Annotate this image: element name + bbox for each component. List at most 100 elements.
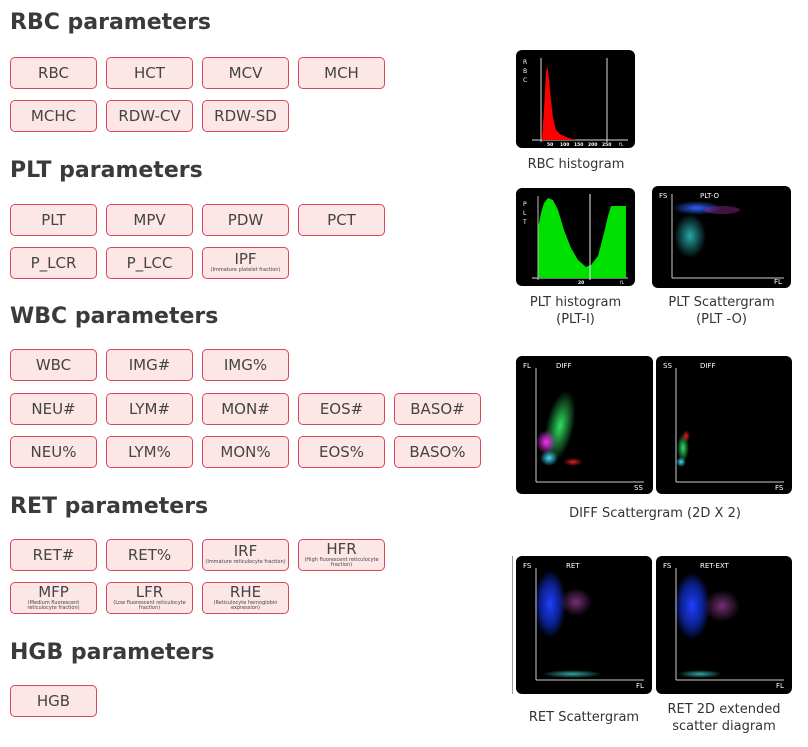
param-name: IMG% (223, 355, 268, 374)
x-axis-label: SS (634, 484, 643, 492)
x-tick-label: 150 (574, 142, 583, 148)
param-name: HFR (326, 539, 357, 558)
y-axis-label-p: P (523, 201, 527, 208)
pct-param-button[interactable]: PCT (298, 204, 385, 236)
x-tick-label: 30 (605, 280, 611, 286)
lym-count-param-button[interactable]: LYM# (106, 393, 193, 425)
wbc-section-title: WBC parameters (10, 304, 219, 329)
x-tick-label: 250 (602, 142, 611, 148)
monocyte-cluster (536, 430, 556, 454)
param-name: MPV (133, 210, 166, 229)
x-unit-label: fL (619, 142, 624, 148)
rdw-sd-param-button[interactable]: RDW-SD (202, 100, 289, 132)
param-name: MON# (221, 399, 270, 418)
caption-line: PLT Scattergram (668, 295, 775, 310)
y-axis-label: FS (659, 192, 668, 200)
mch-param-button[interactable]: MCH (298, 57, 385, 89)
param-name: IPF (234, 250, 257, 269)
hgb-param-button[interactable]: HGB (10, 685, 97, 717)
rhe-param-button[interactable]: RHE (Reticulocyte hemoglobin expression) (202, 582, 289, 614)
plot-title: DIFF (556, 362, 572, 370)
rbc-histogram: R B C 50 100 150 200 250 fL (516, 50, 635, 148)
plt-param-button[interactable]: PLT (10, 204, 97, 236)
plt-histogram: P L T 10 20 30 fL (516, 188, 635, 286)
rbc-param-button[interactable]: RBC (10, 57, 97, 89)
y-axis-label-r: R (523, 59, 527, 66)
x-axis-label: FL (774, 278, 782, 286)
lymphocyte-cluster (676, 457, 686, 467)
mcv-param-button[interactable]: MCV (202, 57, 289, 89)
y-axis-label: FS (523, 562, 532, 570)
p-lcr-param-button[interactable]: P_LCR (10, 247, 97, 279)
mpv-param-button[interactable]: MPV (106, 204, 193, 236)
param-description: (Immature reticulocyte fraction) (205, 559, 286, 566)
cell-cluster (704, 206, 740, 214)
y-axis-label: FS (663, 562, 672, 570)
caption-line: (PLT -O) (696, 312, 747, 327)
baso-percent-param-button[interactable]: BASO% (394, 436, 481, 468)
ret-count-param-button[interactable]: RET# (10, 539, 97, 571)
hct-param-button[interactable]: HCT (106, 57, 193, 89)
ipf-param-button[interactable]: IPF (Immature platelet fraction) (202, 247, 289, 279)
caption-line: RET 2D extended (667, 702, 781, 717)
rbc-distribution-curve (542, 66, 576, 140)
param-name: MCHC (30, 106, 77, 125)
plt-scattergram: FS PLT-O FL (652, 186, 791, 288)
y-axis-label-t: T (522, 219, 527, 226)
param-name: BASO% (409, 442, 466, 461)
y-axis-label: FL (523, 362, 531, 370)
param-name: IRF (233, 542, 258, 561)
pdw-param-button[interactable]: PDW (202, 204, 289, 236)
plot-title: DIFF (700, 362, 716, 370)
param-name: MCH (324, 63, 359, 82)
param-name: RDW-CV (118, 106, 181, 125)
eos-count-param-button[interactable]: EOS# (298, 393, 385, 425)
plt-cluster (678, 670, 722, 678)
plot-title: RET-EXT (700, 562, 730, 570)
lym-percent-param-button[interactable]: LYM% (106, 436, 193, 468)
param-name: RBC (38, 63, 69, 82)
img-percent-param-button[interactable]: IMG% (202, 349, 289, 381)
y-axis-label-b: B (523, 68, 527, 75)
x-axis-label: FL (776, 682, 784, 690)
lfr-param-button[interactable]: LFR (Low fluorescent reticulocyte fractio… (106, 582, 193, 614)
hgb-section-title: HGB parameters (10, 640, 215, 665)
plt-distribution-curve (538, 198, 626, 278)
plt-cluster (542, 670, 602, 678)
param-name: NEU% (30, 442, 77, 461)
ret-ext-scattergram-caption: RET 2D extended scatter diagram (656, 701, 792, 735)
param-description: (High fluorescent reticulocyte fraction) (304, 556, 379, 568)
neu-count-param-button[interactable]: NEU# (10, 393, 97, 425)
diff-scattergram-ss-fs: SS DIFF FS (656, 356, 792, 494)
mchc-param-button[interactable]: MCHC (10, 100, 97, 132)
mfp-param-button[interactable]: MFP (Medium fluorescent reticulocyte frac… (10, 582, 97, 614)
param-name: MCV (228, 63, 263, 82)
eos-percent-param-button[interactable]: EOS% (298, 436, 385, 468)
diff-scattergram-caption: DIFF Scattergram (2D X 2) (569, 506, 741, 521)
ret-percent-param-button[interactable]: RET% (106, 539, 193, 571)
ret-section-title: RET parameters (10, 494, 209, 519)
caption-line: (PLT-I) (556, 312, 595, 327)
mon-count-param-button[interactable]: MON# (202, 393, 289, 425)
plot-title: PLT-O (700, 192, 720, 200)
baso-count-param-button[interactable]: BASO# (394, 393, 481, 425)
cell-cluster (674, 214, 706, 258)
p-lcc-param-button[interactable]: P_LCC (106, 247, 193, 279)
param-name: BASO# (410, 399, 465, 418)
x-unit-label: fL (620, 280, 625, 286)
irf-param-button[interactable]: IRF (Immature reticulocyte fraction) (202, 539, 289, 571)
lymphocyte-cluster (540, 450, 558, 466)
ret-ext-scattergram: FS RET-EXT FL (656, 556, 792, 694)
img-count-param-button[interactable]: IMG# (106, 349, 193, 381)
x-axis-label: FL (636, 682, 644, 690)
rbc-cluster (674, 572, 710, 640)
reticulocyte-cluster (704, 590, 740, 622)
eosinophil-cluster (682, 430, 690, 442)
mon-percent-param-button[interactable]: MON% (202, 436, 289, 468)
hfr-param-button[interactable]: HFR (High fluorescent reticulocyte fracti… (298, 539, 385, 571)
param-name: LFR (135, 582, 164, 601)
wbc-param-button[interactable]: WBC (10, 349, 97, 381)
param-name: LYM% (128, 442, 171, 461)
rdw-cv-param-button[interactable]: RDW-CV (106, 100, 193, 132)
neu-percent-param-button[interactable]: NEU% (10, 436, 97, 468)
